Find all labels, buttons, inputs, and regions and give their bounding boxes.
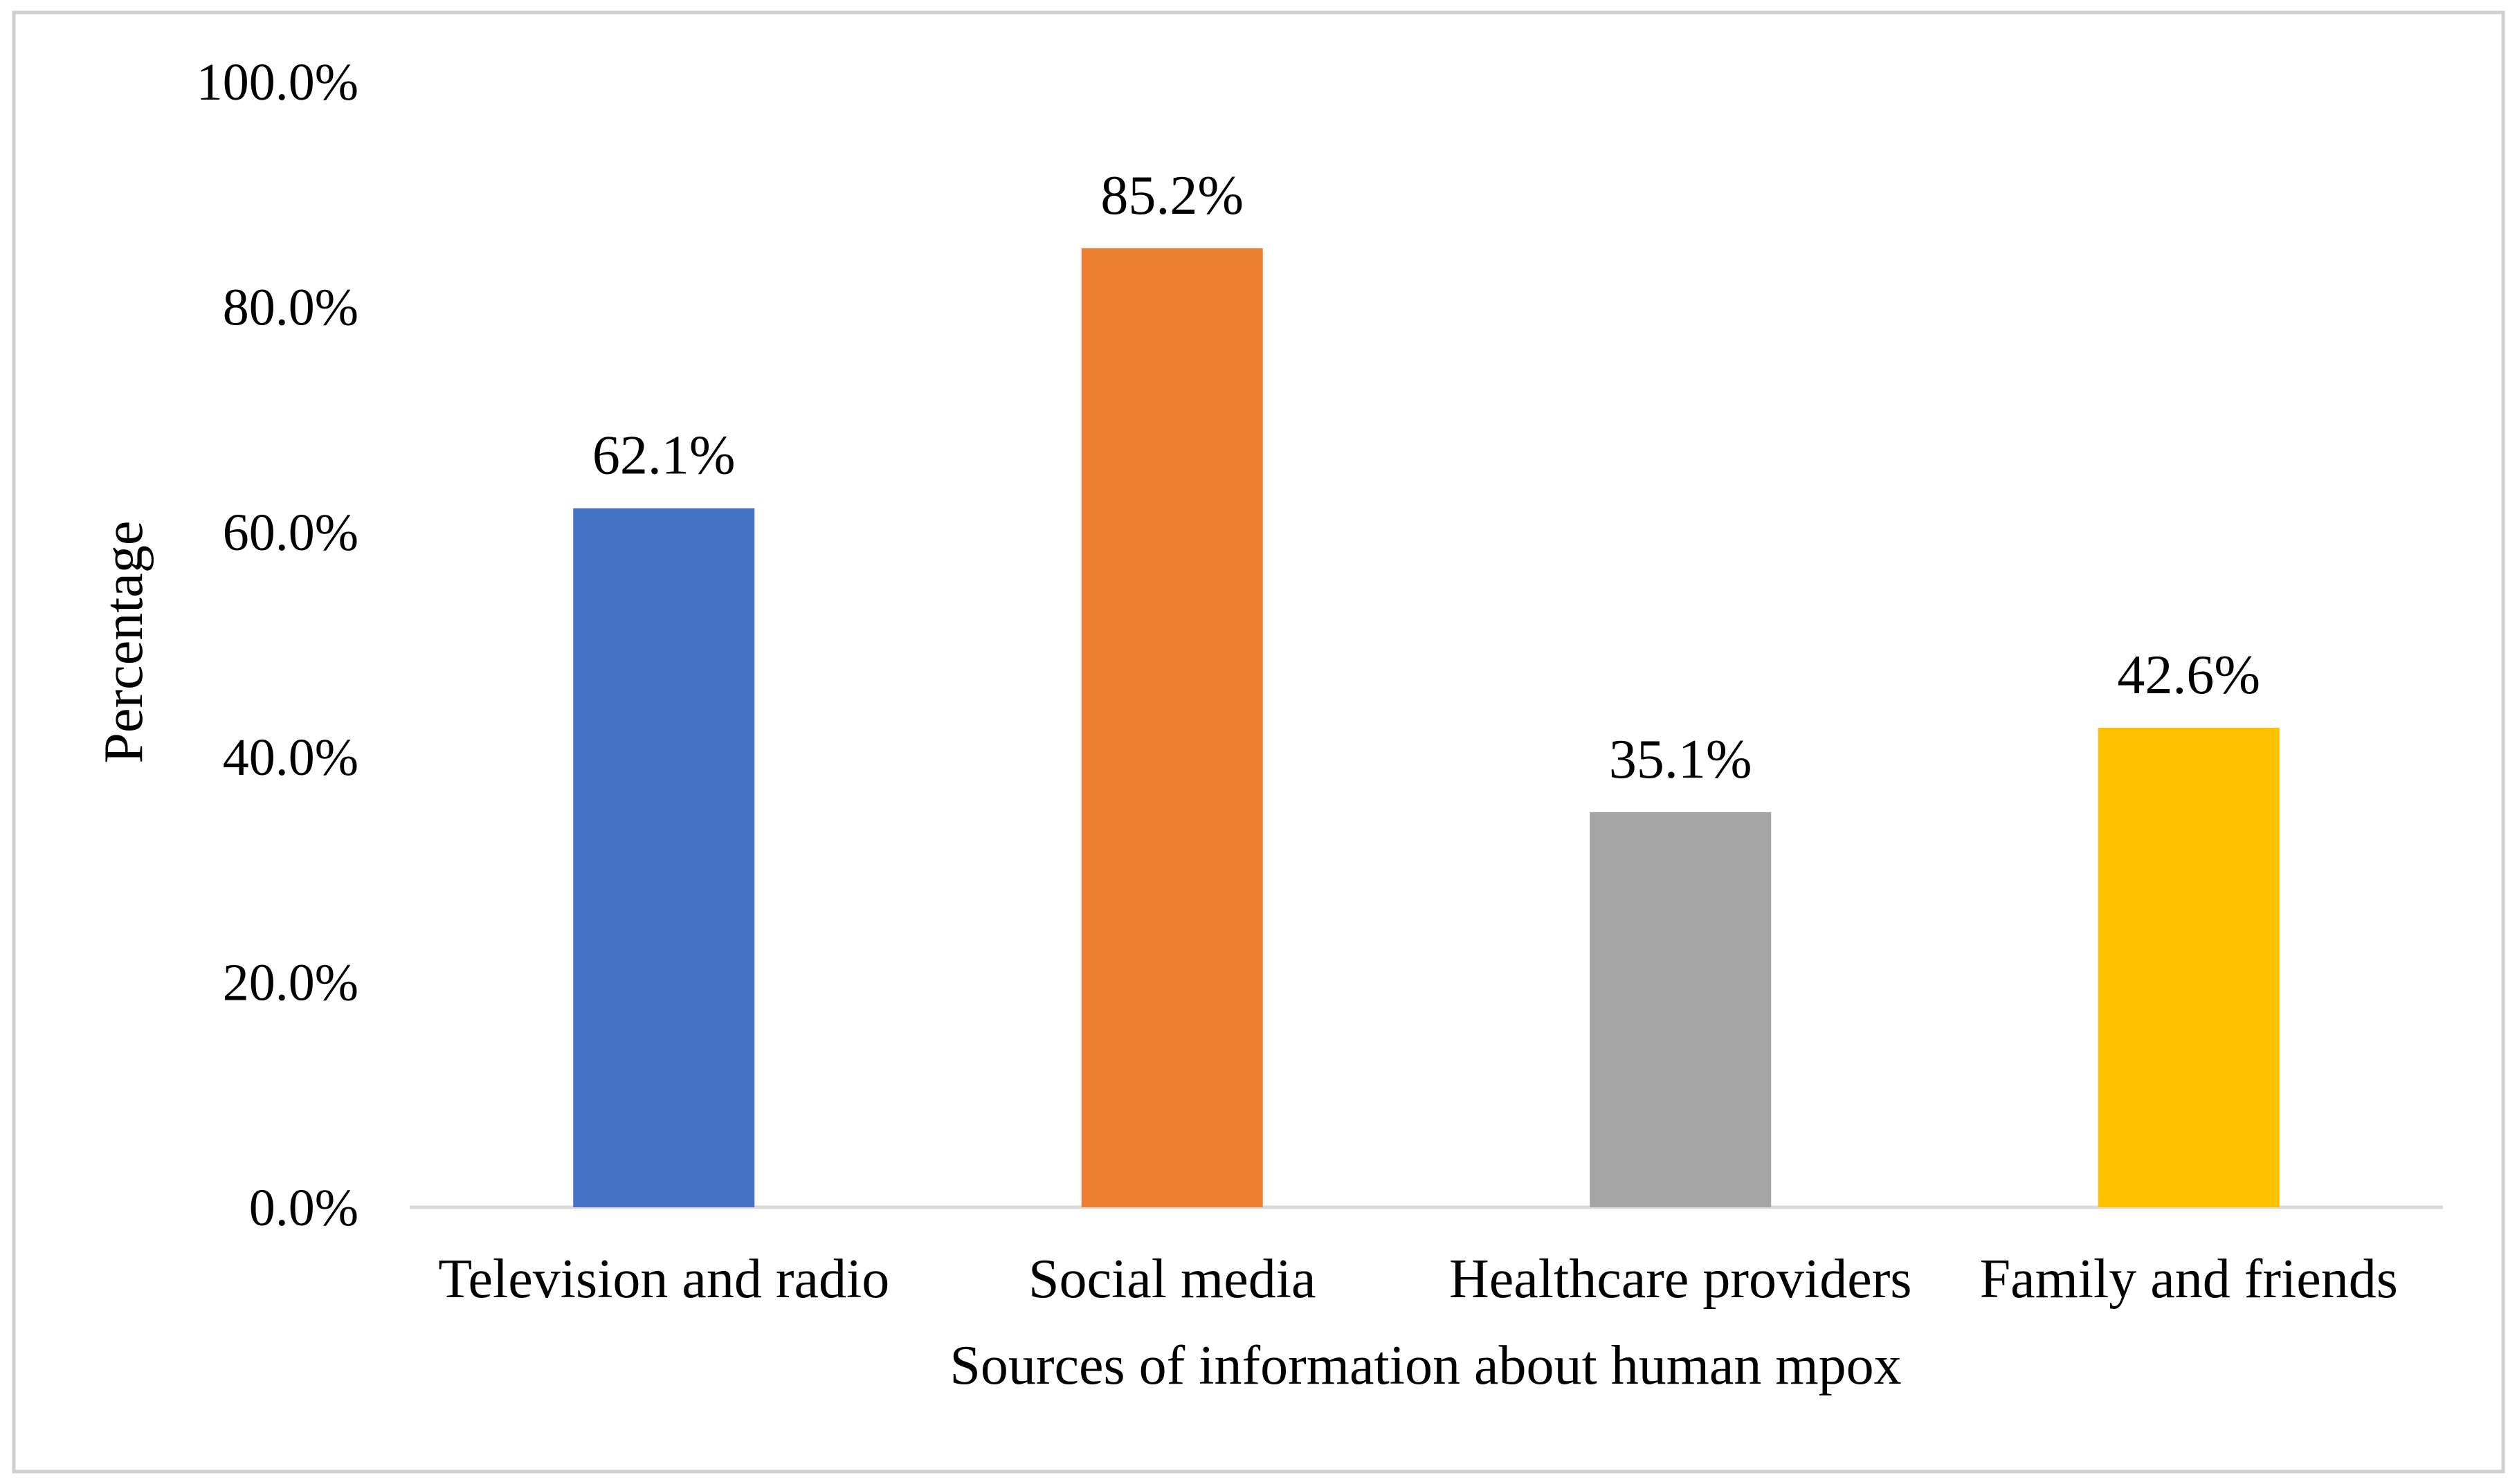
- category-label: Television and radio: [438, 1249, 889, 1310]
- category-labels: Television and radio Social media Healthca…: [438, 1249, 2398, 1310]
- y-tick-label: 40.0%: [223, 729, 358, 787]
- y-axis-ticks: 0.0% 20.0% 40.0% 60.0% 80.0% 100.0%: [197, 53, 358, 1237]
- bar-value-label: 62.1%: [592, 425, 736, 486]
- bar-value-label: 42.6%: [2117, 645, 2260, 706]
- y-tick-label: 60.0%: [223, 504, 358, 562]
- bar-value-label: 85.2%: [1100, 165, 1244, 226]
- bar: [1590, 812, 1772, 1207]
- y-axis-title: Percentage: [93, 521, 154, 764]
- bar-value-label: 35.1%: [1609, 729, 1752, 790]
- bar: [573, 508, 755, 1207]
- category-label: Healthcare providers: [1449, 1249, 1912, 1310]
- y-tick-label: 80.0%: [223, 278, 358, 336]
- category-label: Social media: [1028, 1249, 1316, 1310]
- bar: [1081, 248, 1263, 1207]
- y-tick-label: 100.0%: [197, 53, 358, 111]
- bars: [573, 248, 2280, 1207]
- x-axis-title: Sources of information about human mpox: [949, 1335, 1901, 1396]
- bar: [2098, 727, 2280, 1207]
- y-tick-label: 0.0%: [249, 1179, 358, 1237]
- data-labels: 62.1% 85.2% 35.1% 42.6%: [592, 165, 2260, 790]
- y-tick-label: 20.0%: [223, 954, 358, 1012]
- category-label: Family and friends: [1980, 1249, 2398, 1310]
